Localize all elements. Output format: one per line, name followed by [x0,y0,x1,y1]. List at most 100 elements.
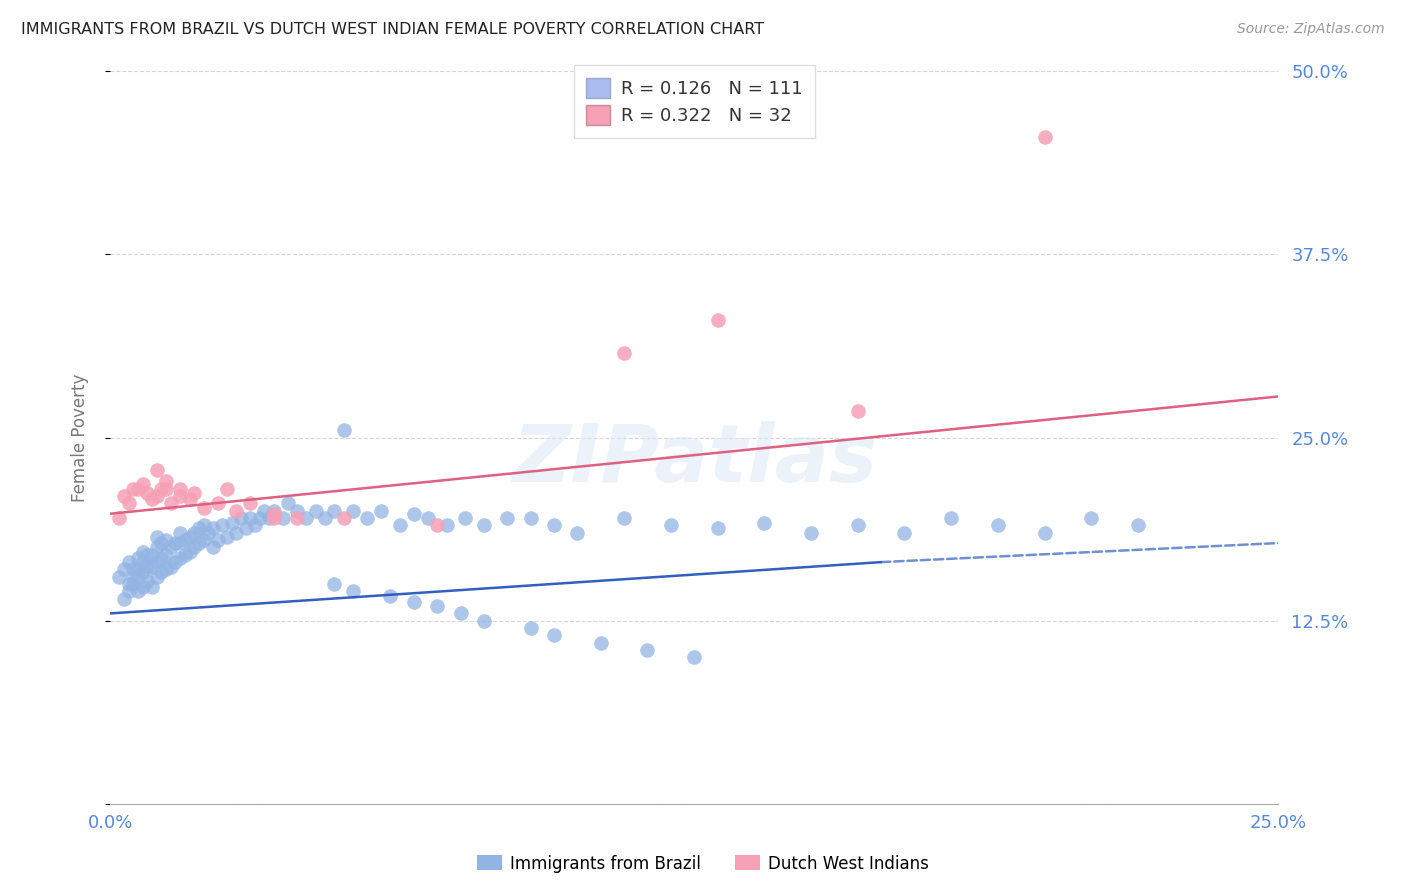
Point [169,536,191,550]
Point [150,536,173,550]
Point [165,555,187,569]
Point [169,489,191,503]
Point [146,541,169,555]
Point [141,492,163,507]
Point [426,518,449,533]
Point [332,511,354,525]
Point [243,518,266,533]
Point [173,548,195,562]
Point [122,562,145,576]
Point [263,511,285,525]
Point [450,607,472,621]
Point [112,562,135,576]
Point [683,650,706,665]
Point [141,559,163,574]
Point [141,548,163,562]
Point [146,555,169,569]
Legend: R = 0.126   N = 111, R = 0.322   N = 32: R = 0.126 N = 111, R = 0.322 N = 32 [574,65,814,137]
Point [402,507,425,521]
Point [132,555,155,569]
Point [132,566,155,580]
Point [342,584,364,599]
Text: Source: ZipAtlas.com: Source: ZipAtlas.com [1237,22,1385,37]
Point [132,545,155,559]
Point [187,521,209,535]
Point [636,643,658,657]
Point [613,345,636,359]
Point [543,628,565,642]
Point [150,566,173,580]
Point [249,511,271,525]
Point [253,504,276,518]
Point [132,477,155,491]
Point [136,574,159,589]
Point [112,591,135,606]
Point [146,463,169,477]
Point [108,511,131,525]
Point [108,570,131,584]
Point [229,511,252,525]
Point [754,516,776,530]
Point [179,530,201,544]
Point [356,511,378,525]
Point [402,595,425,609]
Point [165,536,187,550]
Point [1126,518,1149,533]
Point [800,525,823,540]
Point [118,496,141,510]
Point [1033,130,1056,145]
Point [193,518,215,533]
Point [225,525,247,540]
Point [323,504,346,518]
Point [159,541,181,555]
Point [215,482,238,496]
Point [127,550,149,565]
Point [150,550,173,565]
Point [193,533,215,548]
Point [846,518,869,533]
Point [706,313,728,327]
Point [122,570,145,584]
Point [893,525,915,540]
Point [472,518,495,533]
Point [155,548,177,562]
Point [388,518,411,533]
Point [257,511,280,525]
Point [155,562,177,576]
Point [112,489,135,503]
Point [159,496,181,510]
Point [159,559,181,574]
Point [122,482,145,496]
Point [155,533,177,548]
Point [187,536,209,550]
Point [239,511,262,525]
Point [197,525,219,540]
Point [136,548,159,562]
Point [207,496,229,510]
Point [454,511,477,525]
Point [141,580,163,594]
Legend: Immigrants from Brazil, Dutch West Indians: Immigrants from Brazil, Dutch West India… [471,848,935,880]
Text: IMMIGRANTS FROM BRAZIL VS DUTCH WEST INDIAN FEMALE POVERTY CORRELATION CHART: IMMIGRANTS FROM BRAZIL VS DUTCH WEST IND… [21,22,765,37]
Point [136,559,159,574]
Point [183,525,205,540]
Point [225,504,247,518]
Point [146,489,169,503]
Point [472,614,495,628]
Point [659,518,682,533]
Point [127,482,149,496]
Point [323,577,346,591]
Point [370,504,392,518]
Point [122,577,145,591]
Point [277,496,299,510]
Point [380,589,402,603]
Point [496,511,519,525]
Point [155,482,177,496]
Point [426,599,449,613]
Point [127,570,149,584]
Point [179,545,201,559]
Point [263,504,285,518]
Point [846,404,869,418]
Text: ZIPatlas: ZIPatlas [512,420,877,499]
Point [146,530,169,544]
